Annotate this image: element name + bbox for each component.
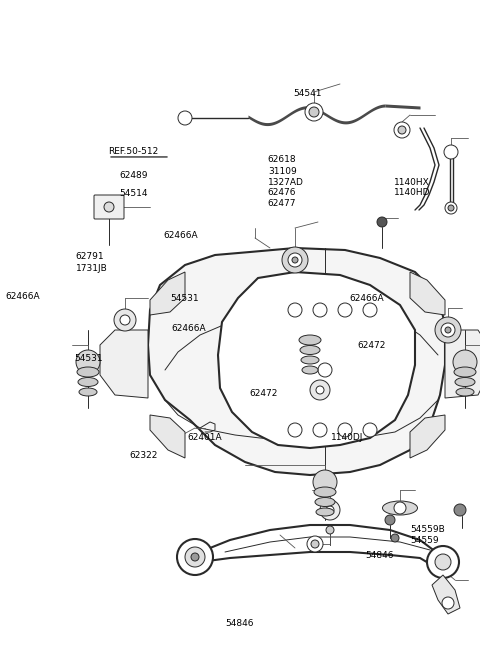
Circle shape [313,423,327,437]
Circle shape [394,502,406,514]
Circle shape [120,315,130,325]
Circle shape [448,205,454,211]
Text: 62489: 62489 [119,171,147,180]
Text: 1140HX: 1140HX [394,178,429,187]
Text: 54541: 54541 [293,88,321,98]
Text: 62466A: 62466A [172,324,206,333]
Ellipse shape [315,498,335,506]
Circle shape [377,217,387,227]
Ellipse shape [301,356,319,364]
Ellipse shape [78,377,98,386]
Circle shape [445,202,457,214]
Circle shape [309,107,319,117]
FancyBboxPatch shape [94,195,124,219]
Polygon shape [445,330,480,398]
Circle shape [288,423,302,437]
Polygon shape [150,415,185,458]
Circle shape [391,534,399,542]
Circle shape [104,202,114,212]
Circle shape [316,386,324,394]
Circle shape [326,506,334,514]
Circle shape [288,253,302,267]
Circle shape [191,553,199,561]
Circle shape [292,257,298,263]
Circle shape [394,122,410,138]
Polygon shape [432,575,460,614]
Circle shape [338,303,352,317]
Circle shape [318,363,332,377]
Circle shape [445,327,451,333]
Polygon shape [148,248,445,475]
Text: 31109: 31109 [268,167,297,176]
Text: 62618: 62618 [268,155,297,164]
Ellipse shape [79,388,97,396]
Circle shape [363,303,377,317]
Text: 1731JB: 1731JB [76,264,108,273]
Text: REF.50-512: REF.50-512 [108,147,158,157]
Circle shape [310,380,330,400]
Circle shape [185,547,205,567]
Circle shape [177,539,213,575]
Text: 62472: 62472 [358,341,386,350]
Circle shape [114,309,136,331]
Circle shape [363,423,377,437]
Circle shape [454,504,466,516]
Text: 1140HD: 1140HD [394,188,430,197]
Circle shape [311,540,319,548]
Text: 62466A: 62466A [163,231,198,240]
Circle shape [441,323,455,337]
Ellipse shape [383,501,418,515]
Text: 54559B: 54559B [410,525,445,534]
Circle shape [288,303,302,317]
Circle shape [282,247,308,273]
Circle shape [320,500,340,520]
Ellipse shape [77,367,99,377]
Circle shape [453,350,477,374]
Text: 62466A: 62466A [6,291,40,301]
Text: 62401A: 62401A [187,433,222,442]
Circle shape [305,103,323,121]
Ellipse shape [302,366,318,374]
Circle shape [326,526,334,534]
Text: 54514: 54514 [119,189,147,198]
Circle shape [178,111,192,125]
Circle shape [313,303,327,317]
Text: 62477: 62477 [268,198,296,208]
Ellipse shape [456,388,474,396]
Circle shape [427,546,459,578]
Circle shape [442,597,454,609]
Text: 62476: 62476 [268,188,296,197]
Ellipse shape [314,487,336,497]
Polygon shape [100,330,148,398]
Polygon shape [218,272,415,448]
Circle shape [385,515,395,525]
Ellipse shape [316,508,334,516]
Text: 62791: 62791 [76,252,105,261]
Text: 54531: 54531 [170,293,199,303]
Circle shape [307,536,323,552]
Circle shape [435,317,461,343]
Circle shape [435,554,451,570]
Circle shape [76,350,100,374]
Text: 54846: 54846 [365,551,393,560]
Polygon shape [410,272,445,315]
Text: 54531: 54531 [74,354,103,364]
Circle shape [338,423,352,437]
Text: 62466A: 62466A [349,293,384,303]
Circle shape [398,126,406,134]
Ellipse shape [299,335,321,345]
Circle shape [444,145,458,159]
Text: 62472: 62472 [250,388,278,398]
Text: 62322: 62322 [130,451,158,460]
Polygon shape [150,272,185,315]
Text: 54559: 54559 [410,536,439,545]
Text: 54846: 54846 [226,619,254,628]
Ellipse shape [300,345,320,354]
Ellipse shape [454,367,476,377]
Circle shape [313,470,337,494]
Ellipse shape [455,377,475,386]
Text: 1140DJ: 1140DJ [331,433,363,442]
Polygon shape [410,415,445,458]
Text: 1327AD: 1327AD [268,178,304,187]
